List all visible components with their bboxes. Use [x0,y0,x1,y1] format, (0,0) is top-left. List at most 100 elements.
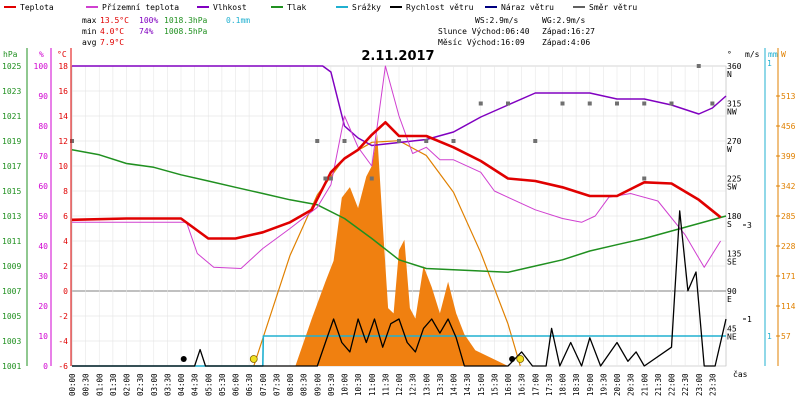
temp-tick-label: 10 [58,162,68,171]
x-tick-label: 18:30 [572,373,581,396]
legend-label: Rychlost větru [406,3,474,12]
temp-tick-label: 4 [63,237,68,246]
dir-tick-label: 90 [727,287,737,296]
stat-moonrise: Měsíc Východ:16:09 [438,38,525,47]
dir-tick-label: 360 [727,62,742,71]
stat-min-label: min [82,27,97,36]
wind-direction-point [642,176,647,181]
stat-max-label: max [82,16,97,25]
x-tick-label: 20:30 [627,373,636,396]
dir-name-label: W [727,145,732,154]
x-tick-label: 14:00 [450,373,459,396]
pct-tick-label: 20 [38,302,48,311]
x-tick-label: 13:00 [422,373,431,396]
x-tick-label: 19:00 [586,373,595,396]
x-tick-label: 08:00 [286,373,295,396]
x-tick-label: 09:00 [313,373,322,396]
wind-direction-point [587,101,592,106]
stat-sunrise: Slunce Východ:06:40 [438,27,530,36]
wind-direction-point [451,139,456,143]
pct-tick-label: 10 [38,332,48,341]
legend-label: Přízemní teplota [102,3,179,12]
w-tick-label: 399 [781,152,796,161]
hpa-tick-label: 1017 [2,162,21,171]
wind-direction-point [560,101,565,106]
humidity-line [72,65,727,147]
x-tick-label: 17:30 [545,373,554,396]
x-tick-label: 07:00 [259,373,268,396]
x-tick-label: 19:30 [599,373,608,396]
w-tick-label: 228 [781,242,796,251]
temp-tick-label: 16 [58,87,68,96]
solar-radiation-area [295,134,508,366]
dir-name-label: N [727,70,732,79]
ms-tick-label: 1 [747,315,752,324]
stat-moonset: Západ:4:06 [542,38,590,47]
x-tick-label: 02:30 [136,373,145,396]
mm-unit: mm [768,50,778,59]
wind-speed-line [72,210,727,367]
dir-name-label: SW [727,183,737,192]
hpa-tick-label: 1015 [2,187,21,196]
x-tick-label: 12:00 [395,373,404,396]
x-axis-unit: čas [733,369,748,379]
x-tick-label: 21:30 [654,373,663,396]
temperature-line [71,121,722,240]
stat-max-rain: 0.1mm [226,16,250,25]
stat-wind-speed: WS:2.9m/s [475,16,519,25]
moonrise-marker [509,356,516,362]
temp-tick-label: 2 [63,262,68,271]
legend-label: Tlak [287,3,306,12]
legend: Teplota Přízemní teplota Vlhkost Tlak Srážky… [4,3,637,12]
wind-direction-point [696,64,701,68]
x-tick-label: 10:00 [341,373,350,396]
stat-min-humidity: 74% [139,27,154,36]
x-tick-label: 12:30 [409,373,418,396]
x-tick-label: 14:30 [463,373,472,396]
x-tick-label: 00:00 [68,373,77,396]
x-tick-label: 09:30 [327,373,336,396]
axes: 00:00 00:30 01:00 01:30 02:00 02:30 03:00 03:30… [2,48,796,396]
dir-tick-label: 315 [727,100,742,109]
temp-tick-label: -2 [58,312,68,321]
x-tick-label: 11:30 [381,373,390,396]
x-tick-label: 21:00 [640,373,649,396]
hpa-tick-label: 1003 [2,337,21,346]
pct-tick-label: 100 [34,62,49,71]
w-tick-label: 456 [781,122,796,131]
wind-direction-point [642,101,647,106]
deg-unit: ° [727,50,732,59]
legend-label: Srážky [352,3,381,12]
x-tick-label: 05:30 [218,373,227,396]
pct-tick-label: 80 [38,122,48,131]
wind-direction-point [424,139,429,143]
x-tick-label: 06:00 [232,373,241,396]
mm-tick-label-top: 1 [767,59,772,68]
w-tick-label: 114 [781,302,796,311]
wind-direction-point [397,139,401,143]
hpa-tick-label: 1021 [2,112,21,121]
wind-direction-point [478,101,483,106]
stat-max-pressure: 1018.3hPa [164,16,208,25]
stat-max-humidity: 100% [139,16,158,25]
sunset-marker [516,355,525,363]
wind-direction-point [615,101,619,106]
x-tick-label: 13:30 [436,373,445,396]
ms-unit: m/s [745,50,760,59]
dir-tick-label: 135 [727,250,742,259]
stat-min-pressure: 1008.5hPa [164,27,208,36]
w-tick-label: 285 [781,212,796,221]
x-tick-label: 08:30 [300,373,309,396]
x-tick-label: 04:00 [177,373,186,396]
pct-tick-label: 70 [38,152,48,161]
hpa-tick-label: 1013 [2,212,21,221]
x-tick-label: 06:30 [245,373,254,396]
stat-wind-gust: WG:2.9m/s [542,16,586,25]
pct-tick-label: 50 [38,212,48,221]
hpa-tick-label: 1005 [2,312,21,321]
pct-tick-label: 60 [38,182,48,191]
wind-direction-point [506,101,510,106]
temp-tick-label: 12 [58,137,68,146]
pct-tick-label: 30 [38,272,48,281]
